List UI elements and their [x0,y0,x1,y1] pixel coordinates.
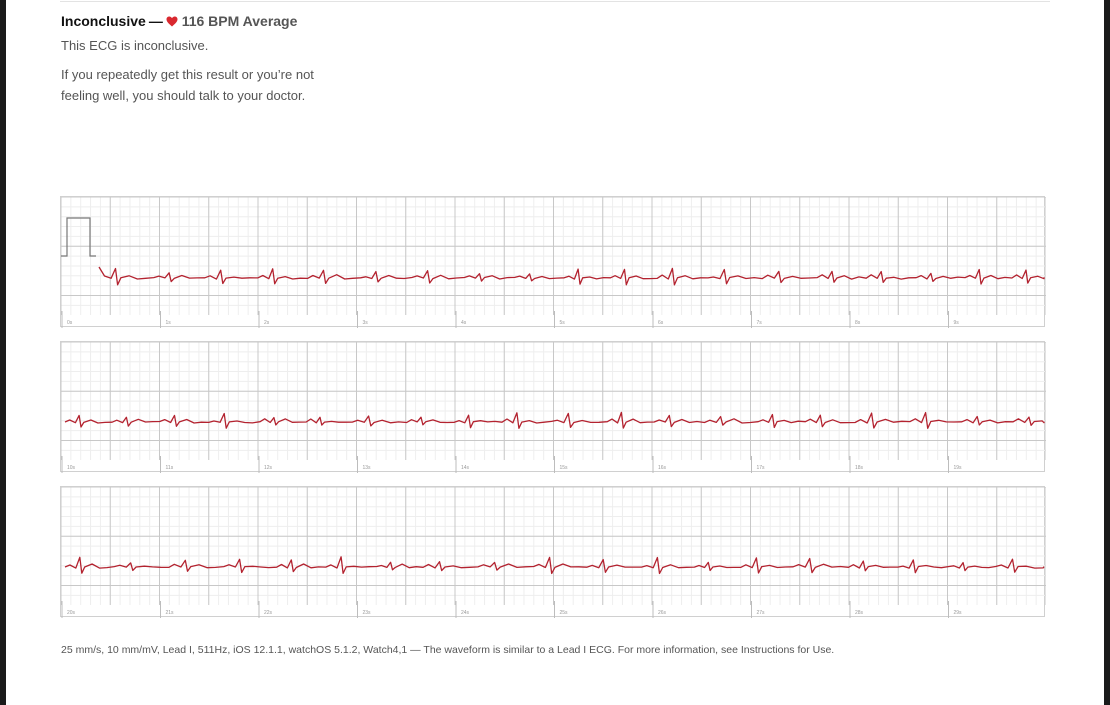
second-tick-label: 11s [166,465,174,471]
second-tick-label: 27s [757,610,766,616]
second-tick-label: 25s [560,610,569,616]
ecg-strip-canvas: 0s 1s 2s 3s 4s 5s 6s 7s 8s 9s [61,197,1046,328]
second-tick-label: 8s [855,320,861,326]
second-tick-label: 26s [658,610,667,616]
second-tick-label: 19s [954,465,963,471]
second-tick-label: 5s [560,320,566,326]
second-tick-label: 16s [658,465,667,471]
ecg-waveform [64,556,1045,575]
second-tick-label: 18s [855,465,864,471]
calibration-pulse [61,217,96,257]
second-tick-label: 29s [954,610,963,616]
ecg-header: Inconclusive — 116 BPM Average This ECG i… [61,12,461,106]
second-tick-label: 28s [855,610,864,616]
second-tick-label: 3s [363,320,369,326]
second-tick-label: 2s [264,320,270,326]
result-label: Inconclusive [61,13,146,29]
ecg-strip-canvas: 20s 21s 22s 23s 24s 25s 26s 27s 28s 29s [61,487,1046,618]
average-bpm: 116 BPM Average [181,13,298,29]
second-tick-label: 24s [461,610,470,616]
second-tick-label: 17s [757,465,766,471]
second-tick-label: 6s [658,320,664,326]
second-tick-label: 10s [67,465,76,471]
second-tick-label: 4s [461,320,467,326]
ecg-footnote: 25 mm/s, 10 mm/mV, Lead I, 511Hz, iOS 12… [61,644,835,656]
ecg-waveform [98,266,1045,286]
ecg-strip-canvas: 10s 11s 12s 13s 14s 15s 16s 17s 18s 19s [61,342,1046,473]
second-tick-label: 13s [363,465,372,471]
second-tick-label: 23s [363,610,372,616]
ecg-strip-0-10s: 0s 1s 2s 3s 4s 5s 6s 7s 8s 9s [60,196,1046,328]
second-tick-label: 7s [757,320,763,326]
top-divider [60,1,1050,2]
second-tick-label: 21s [166,610,175,616]
second-tick-label: 12s [264,465,273,471]
second-tick-label: 20s [67,610,76,616]
ecg-waveform [64,411,1045,429]
result-title: Inconclusive — 116 BPM Average [61,12,461,30]
second-tick-label: 14s [461,465,470,471]
window-edge-right [1104,0,1110,705]
second-tick-label: 15s [560,465,569,471]
heart-icon [166,16,178,27]
title-dash: — [148,13,163,29]
second-tick-label: 0s [67,320,73,326]
ecg-strip-20-30s: 20s 21s 22s 23s 24s 25s 26s 27s 28s 29s [60,486,1046,618]
second-tick-label: 9s [954,320,960,326]
ecg-strip-10-20s: 10s 11s 12s 13s 14s 15s 16s 17s 18s 19s [60,341,1046,473]
window-edge-left [0,0,6,705]
second-tick-label: 22s [264,610,273,616]
ecg-advice: If you repeatedly get this result or you… [61,67,314,103]
second-tick-label: 1s [166,320,172,326]
ecg-summary: This ECG is inconclusive. [61,38,209,53]
